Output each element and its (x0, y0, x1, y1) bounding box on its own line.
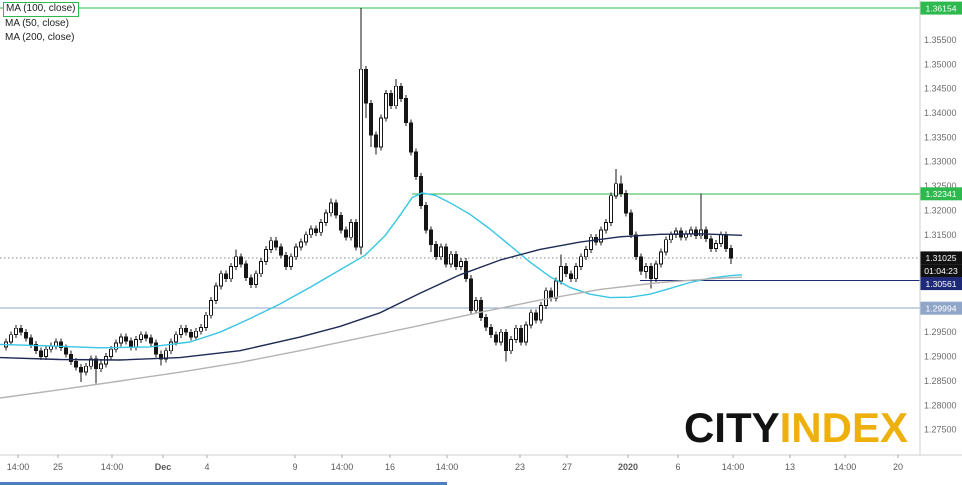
ma-line (0, 276, 743, 399)
svg-text:01:04:23: 01:04:23 (924, 266, 958, 276)
price-tick-label: 1.28500 (924, 376, 957, 386)
svg-text:1.32341: 1.32341 (925, 189, 956, 199)
time-tick-label: 25 (53, 462, 63, 472)
legend-item-ma-200[interactable]: MA (200, close) (3, 32, 79, 45)
price-level-lines (0, 7, 920, 309)
price-axis-badges: 1.36154 1.32341 1.31025 01:04:23 1.30561 1.29… (920, 1, 962, 315)
logo-city-text: CITY (683, 404, 780, 451)
time-tick-label: 16 (385, 462, 395, 472)
logo-index-text: INDEX (779, 404, 908, 451)
price-tick-label: 1.32500 (924, 181, 957, 191)
price-tick-label: 1.29000 (924, 352, 957, 362)
time-tick-label: 14:00 (722, 462, 745, 472)
price-tick-label: 1.32000 (924, 205, 957, 215)
price-tick-label: 1.33500 (924, 132, 957, 142)
price-tick-label: 1.34500 (924, 84, 957, 94)
high-level-badge: 1.36154 (920, 1, 962, 15)
time-tick-label: 14:00 (331, 462, 354, 472)
candlesticks (4, 8, 733, 384)
time-tick-label: 2020 (618, 462, 638, 472)
price-tick-label: 1.28000 (924, 400, 957, 410)
legend-label-ma-50: MA (50, close) (3, 18, 72, 31)
price-tick-label: 1.29500 (924, 327, 957, 337)
price-tick-label: 1.31500 (924, 230, 957, 240)
price-tick-label: 1.34000 (924, 108, 957, 118)
moving-average-lines (0, 192, 743, 399)
price-tick-label: 1.35500 (924, 35, 957, 45)
legend-item-ma-50[interactable]: MA (50, close) (3, 18, 79, 31)
time-tick-label: 20 (893, 462, 903, 472)
svg-text:1.31025: 1.31025 (925, 253, 956, 263)
price-tick-label: 1.35000 (924, 59, 957, 69)
time-tick-label: 14:00 (7, 462, 30, 472)
lower-level-badge: 1.29994 (920, 301, 962, 315)
svg-text:1.30561: 1.30561 (925, 279, 956, 289)
cityindex-logo: CITYINDEX (684, 407, 908, 449)
indicator-legend: MA (100, close) MA (50, close) MA (200, … (3, 2, 80, 46)
time-tick-label: 4 (204, 462, 209, 472)
price-tick-label: 1.27500 (924, 425, 957, 435)
svg-text:1.36154: 1.36154 (925, 3, 956, 13)
support-level-badge: 1.30561 (920, 277, 962, 291)
time-tick-label: 6 (675, 462, 680, 472)
price-tick-label: 1.33000 (924, 157, 957, 167)
time-tick-label: 14:00 (436, 462, 459, 472)
candle-countdown-badge: 01:04:23 (920, 264, 962, 278)
legend-item-ma-100[interactable]: MA (100, close) (3, 2, 80, 17)
legend-label-ma-100: MA (100, close) (3, 2, 80, 17)
time-tick-label: 23 (515, 462, 525, 472)
legend-label-ma-200: MA (200, close) (3, 32, 78, 45)
time-tick-label: 9 (292, 462, 297, 472)
time-tick-label: 27 (562, 462, 572, 472)
time-tick-label: 13 (785, 462, 795, 472)
ma-line (0, 192, 743, 349)
chart-axes: 1.35500 1.35000 1.34500 1.34000 1.33500 1.330… (0, 0, 962, 472)
svg-text:1.29994: 1.29994 (925, 303, 956, 313)
ma-line (0, 233, 743, 361)
time-tick-label: 14:00 (834, 462, 857, 472)
time-tick-label: Dec (155, 462, 172, 472)
horizontal-scrollbar[interactable] (0, 482, 447, 485)
current-price-badge: 1.31025 (920, 251, 962, 265)
time-tick-label: 14:00 (101, 462, 124, 472)
resistance-level-badge: 1.32341 (920, 187, 962, 201)
